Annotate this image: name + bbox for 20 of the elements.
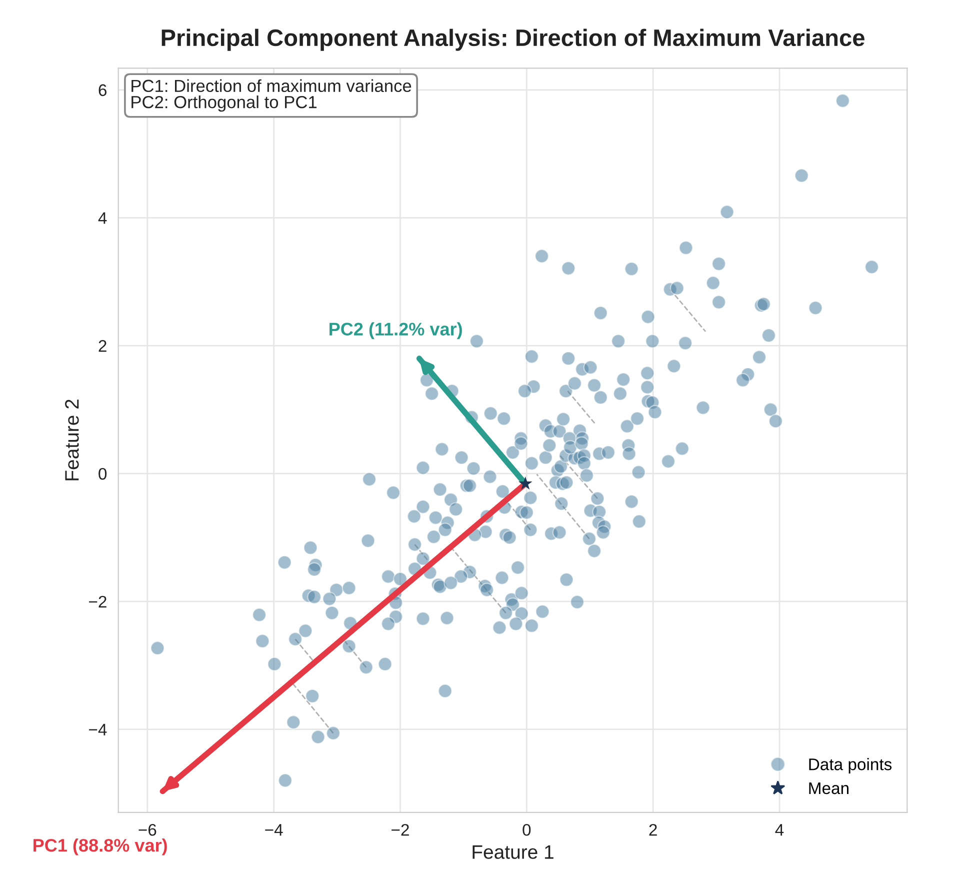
y-tick-label: 0 xyxy=(98,468,107,480)
x-tick-label: 4 xyxy=(775,824,784,836)
x-tick-label: 0 xyxy=(522,824,531,836)
annotation: PC1: Direction of maximum variance PC2: Orthogonal to PC1 xyxy=(132,79,412,112)
legend-label: Data points xyxy=(809,758,892,774)
y-tick-label: 4 xyxy=(98,212,107,224)
y-tick-label: −2 xyxy=(89,596,106,608)
x-tick-label: −6 xyxy=(138,824,156,836)
y-tick-label: −4 xyxy=(89,724,107,736)
legend-label: Mean xyxy=(809,782,848,794)
y-tick-label: 2 xyxy=(98,340,106,352)
y-tick-label: 6 xyxy=(98,84,106,96)
chart-title: Principal Component Analysis: Direction of Maximum Variance xyxy=(162,28,864,51)
text: PC2 (11.2% var) xyxy=(330,322,462,340)
text: PC1 (88.8% var) xyxy=(34,838,167,856)
x-tick-label: −4 xyxy=(265,824,283,836)
x-tick-label: 2 xyxy=(649,824,657,836)
x-axis-title: Feature 1 xyxy=(472,845,554,859)
y-axis-title: Feature 2 xyxy=(65,400,79,480)
x-tick-label: −2 xyxy=(392,824,409,836)
